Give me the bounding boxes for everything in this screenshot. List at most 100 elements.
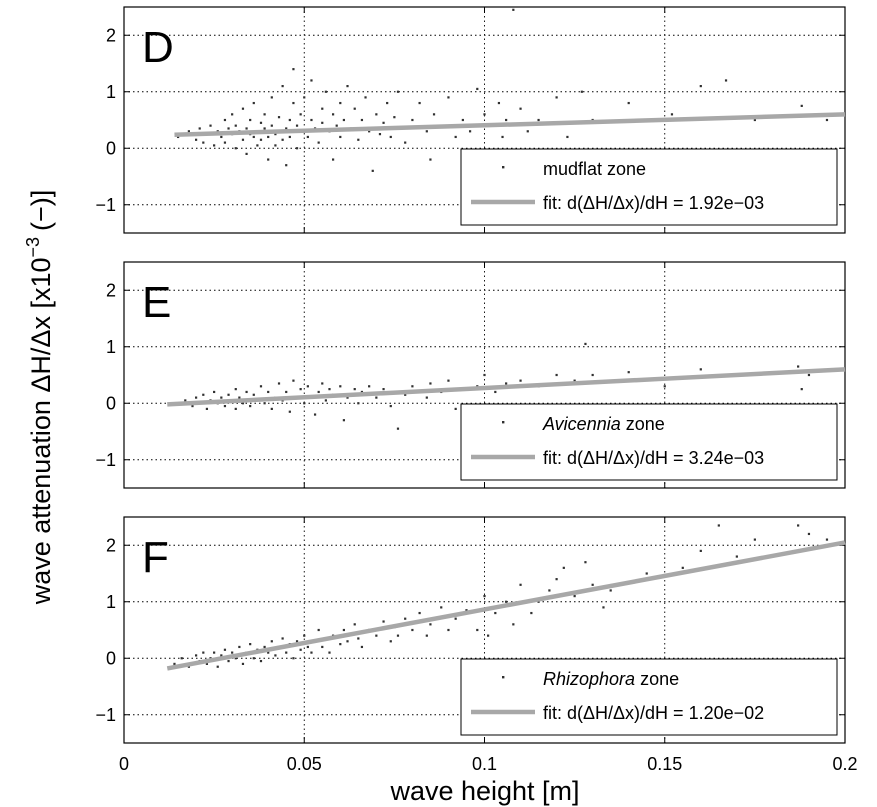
y-axis-label: wave attenuation ΔH/Δx [x10−3 (−)] [23,190,56,606]
data-point [566,135,569,139]
data-point [195,138,198,141]
data-point [180,657,183,660]
data-point [256,144,259,147]
data-point [223,648,227,651]
data-point [425,396,428,399]
data-point [195,396,198,399]
data-point [259,659,263,663]
data-point [267,390,270,394]
data-point [411,385,414,388]
data-point [389,404,392,408]
data-point [487,634,490,637]
y-axis-label-unit: (−)] [26,190,56,231]
data-point [645,572,648,575]
x-tick-label: 0.2 [832,754,857,774]
data-point [501,135,504,139]
data-point [555,96,558,99]
data-point [339,643,342,646]
data-point [537,600,540,603]
data-point [357,402,360,405]
data-point [447,628,450,632]
data-point [274,133,277,136]
data-point [263,645,266,649]
data-point [555,373,558,377]
data-point [339,101,342,105]
legend-box [460,148,838,226]
data-point [331,113,335,116]
data-point [324,90,327,93]
data-point [465,609,468,612]
data-point [202,393,205,396]
data-point [241,662,245,665]
data-point [353,388,356,391]
data-point [404,141,407,144]
data-point [328,388,331,391]
legend-italic-part: Rhizophora [543,669,635,689]
data-point [505,118,508,122]
legend-label-points: Rhizophora zone [543,669,679,689]
data-point [562,566,565,569]
data-point [288,410,291,413]
legend-label-fit: fit: d(ΔH/Δx)/dH = 1.92e−03 [543,193,764,213]
data-point [263,127,266,130]
data-point [468,130,472,133]
legend-box [460,403,838,481]
data-point [292,68,295,71]
data-point [234,124,237,127]
data-point [432,113,436,116]
y-tick-label: 1 [106,592,116,612]
data-point [342,628,346,632]
legend-label-points: Avicennia zone [542,414,665,434]
data-point [288,118,291,122]
data-point [339,135,342,139]
data-point [360,390,364,394]
data-point [724,79,728,82]
data-point [346,640,349,643]
data-point [328,651,331,654]
data-point [223,404,227,408]
data-point [317,628,320,632]
legend-italic-part: Avicennia [542,414,621,434]
legend: Rhizophora zone fit: d(ΔH/Δx)/dH = 1.20e−… [460,658,838,736]
data-point [295,124,299,127]
data-point [213,390,216,394]
data-point [825,538,829,541]
data-point [321,645,324,649]
x-tick-label: 0.15 [647,754,682,774]
data-point [191,404,194,408]
data-point [310,79,313,82]
data-point [519,379,522,382]
data-point [281,138,284,141]
data-point [263,402,266,405]
data-point [241,138,245,141]
data-point [382,388,385,391]
data-point [494,390,497,394]
data-point [270,407,273,410]
data-point [368,130,371,133]
data-point [555,578,558,581]
data-point [274,654,277,657]
data-point [368,385,371,388]
data-point [627,371,630,374]
data-point [288,135,291,139]
panel-e: 2 1 0 −1 E Avicennia zone fit: d(ΔH/Δx)/dH = 3… [95,261,846,489]
data-point [299,113,302,116]
data-point [519,583,522,586]
y-tick-label: 2 [106,280,116,300]
data-point [277,116,281,119]
data-point [202,651,205,654]
data-point [454,617,457,620]
data-point [807,532,811,536]
y-tick-label: 1 [106,82,116,102]
legend: Avicennia zone fit: d(ΔH/Δx)/dH = 3.24e−0… [460,403,838,481]
data-point [227,659,230,663]
data-point [497,101,501,105]
legend-point-marker [502,676,505,679]
data-point [382,620,385,623]
data-point [295,640,299,643]
data-point [184,399,187,402]
data-point [234,657,237,660]
legend: mudflat zone fit: d(ΔH/Δx)/dH = 1.92e−03 [460,148,838,226]
data-point [807,373,811,377]
